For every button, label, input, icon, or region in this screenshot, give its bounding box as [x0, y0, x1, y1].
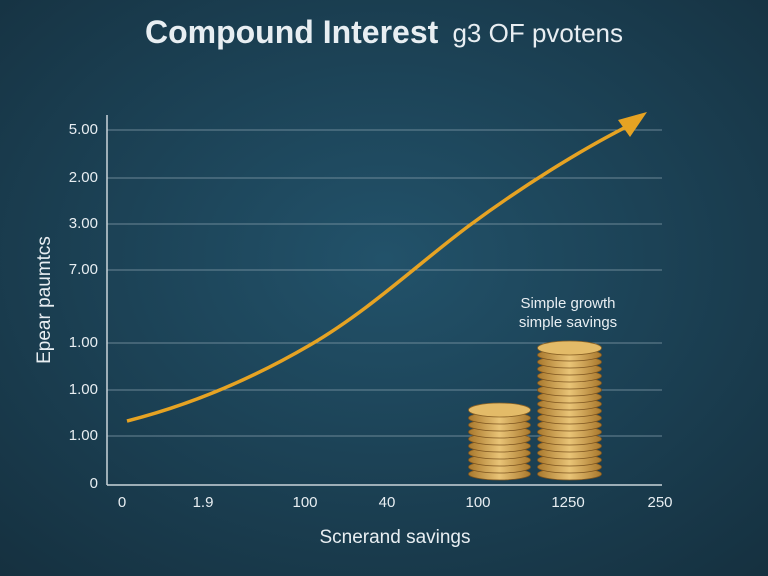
y-tick-label: 1.00: [69, 427, 98, 444]
annotation-line: Simple growth: [520, 295, 615, 312]
title: Compound Interest g3 OF pvotens: [145, 14, 623, 50]
y-tick-label: 2.00: [69, 169, 98, 186]
x-tick-label: 0: [118, 494, 126, 511]
y-tick-label: 1.00: [69, 381, 98, 398]
x-tick-label: 1250: [551, 494, 584, 511]
y-tick-label: 3.00: [69, 215, 98, 232]
y-tick-label: 7.00: [69, 261, 98, 278]
y-axis-label: Epear paumtcs: [34, 236, 55, 364]
growth-curve: [126, 122, 633, 423]
y-tick-label: 0: [90, 475, 98, 492]
y-tick-label: 5.00: [69, 121, 98, 138]
x-tick-label: 100: [292, 494, 317, 511]
coins: [468, 340, 602, 481]
title-main: Compound Interest: [145, 14, 439, 50]
coin-top: [537, 340, 602, 356]
annotation-line: simple savings: [519, 314, 617, 331]
title-suffix: g3 OF pvotens: [452, 18, 623, 48]
x-axis-label: Scnerand savings: [319, 527, 470, 548]
x-tick-label: 40: [379, 494, 396, 511]
x-tick-label: 1.9: [193, 494, 214, 511]
y-tick-label: 1.00: [69, 334, 98, 351]
x-tick-label: 100: [465, 494, 490, 511]
coin-top: [468, 402, 531, 418]
grid: [107, 129, 662, 437]
x-tick-label: 250: [647, 494, 672, 511]
arrow-head: [618, 112, 647, 137]
